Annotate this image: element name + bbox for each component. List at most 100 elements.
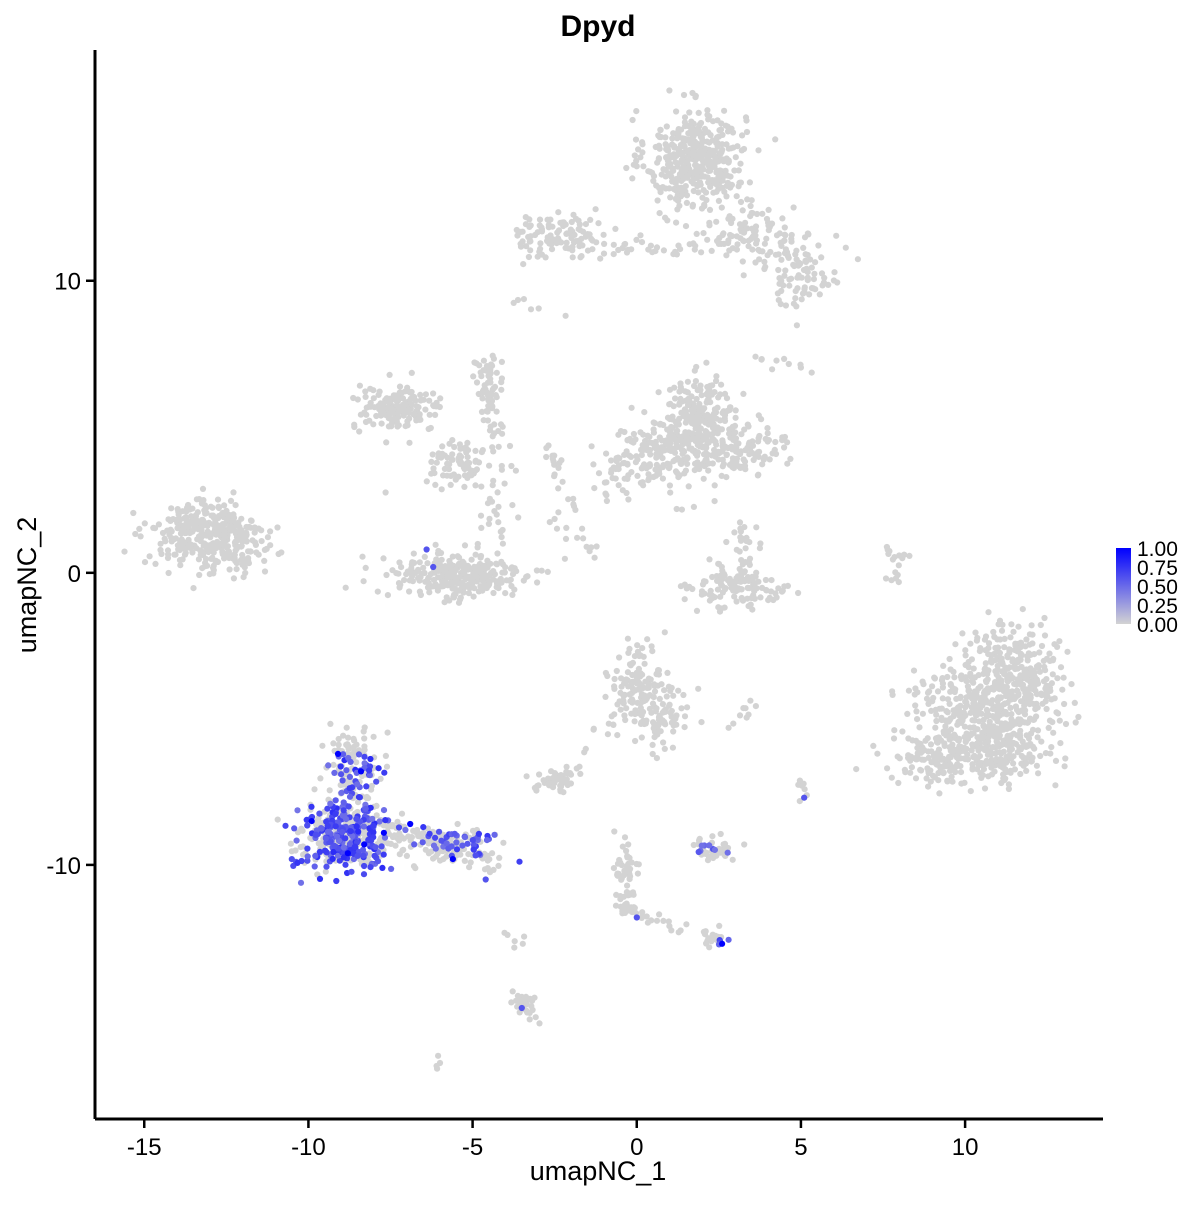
- expressing-cell-point: [706, 842, 713, 849]
- cell-point: [555, 464, 562, 471]
- cell-point: [538, 567, 545, 574]
- cell-point: [721, 107, 728, 114]
- cell-point: [181, 524, 188, 531]
- cell-point: [942, 723, 949, 730]
- expressing-cell-point: [464, 840, 471, 847]
- cell-point: [752, 353, 759, 360]
- cell-point: [553, 240, 560, 247]
- cell-point: [555, 775, 562, 783]
- cell-point: [625, 841, 632, 848]
- cell-point: [692, 425, 699, 432]
- expressing-cell-point: [711, 846, 719, 854]
- cell-point: [951, 688, 958, 696]
- cell-point: [443, 472, 451, 479]
- cell-point: [933, 739, 941, 746]
- expressing-cell-point: [308, 803, 315, 810]
- expressing-cell-point: [344, 850, 351, 857]
- cell-point: [674, 129, 681, 136]
- cell-point: [655, 714, 663, 721]
- cell-point: [895, 779, 902, 787]
- cell-point: [686, 129, 694, 136]
- cell-point: [812, 259, 819, 266]
- cell-point: [672, 418, 679, 425]
- cell-point: [733, 575, 740, 582]
- cell-point: [714, 134, 721, 141]
- cell-point: [962, 738, 969, 745]
- cell-point: [298, 825, 305, 832]
- cell-point: [1005, 781, 1013, 788]
- cell-point: [472, 551, 479, 558]
- cell-point: [399, 395, 407, 402]
- cell-point: [670, 403, 677, 410]
- cell-point: [132, 530, 139, 538]
- cell-point: [740, 272, 747, 279]
- cell-point: [944, 673, 951, 681]
- cell-point: [121, 548, 128, 555]
- cell-point: [998, 678, 1005, 685]
- cell-point: [918, 756, 926, 763]
- cell-point: [685, 435, 693, 442]
- cell-point: [741, 841, 748, 848]
- cell-point: [702, 578, 709, 585]
- cell-point: [726, 247, 733, 254]
- cell-point: [221, 541, 228, 548]
- cell-point: [763, 215, 771, 223]
- cell-point: [978, 702, 985, 709]
- cell-point: [563, 524, 570, 532]
- cell-point: [637, 673, 644, 680]
- cell-point: [461, 857, 468, 865]
- cell-point: [621, 428, 628, 436]
- cell-point: [385, 415, 392, 422]
- cell-point: [925, 700, 932, 708]
- expressing-cell-point: [346, 793, 354, 800]
- cell-point: [330, 740, 337, 747]
- cell-point: [797, 361, 804, 368]
- cell-point: [228, 524, 235, 531]
- cell-point: [426, 397, 433, 404]
- cell-point: [953, 695, 960, 703]
- cell-point: [522, 214, 529, 221]
- cell-point: [602, 490, 609, 497]
- cell-point: [713, 218, 720, 225]
- expressing-cell-point: [331, 769, 338, 777]
- cell-point: [912, 685, 919, 692]
- cell-point: [669, 135, 676, 142]
- cell-point: [438, 573, 445, 580]
- cell-point: [654, 159, 661, 166]
- cell-point: [709, 592, 716, 599]
- cell-point: [1075, 713, 1082, 721]
- cell-point: [963, 678, 970, 685]
- cell-point: [508, 582, 515, 590]
- cell-point: [517, 240, 524, 247]
- cell-point: [683, 412, 690, 419]
- cell-point: [646, 461, 653, 468]
- cell-point: [1017, 770, 1024, 778]
- cell-point: [720, 230, 727, 237]
- cell-point: [345, 734, 352, 741]
- cell-point: [765, 206, 772, 213]
- cell-point: [529, 1006, 536, 1014]
- cell-point: [790, 300, 798, 307]
- cell-point: [727, 145, 735, 152]
- cell-point: [960, 745, 967, 752]
- expressing-cell-point: [375, 765, 382, 772]
- cell-point: [958, 676, 965, 683]
- cell-point: [1022, 686, 1029, 693]
- cell-point: [221, 520, 229, 528]
- cell-point: [816, 291, 823, 298]
- cell-point: [444, 454, 451, 461]
- cell-point: [214, 496, 222, 503]
- expressing-cell-point: [311, 863, 318, 870]
- cell-point: [901, 766, 909, 774]
- cell-point: [962, 647, 969, 654]
- cell-point: [684, 378, 692, 385]
- cell-point: [501, 929, 508, 936]
- cell-point: [478, 524, 485, 532]
- cell-point: [544, 568, 551, 576]
- cell-point: [408, 834, 415, 841]
- cell-point: [908, 753, 915, 760]
- cell-point: [811, 270, 818, 277]
- cell-point: [784, 582, 792, 590]
- cell-point: [759, 584, 766, 592]
- cell-point: [705, 179, 712, 186]
